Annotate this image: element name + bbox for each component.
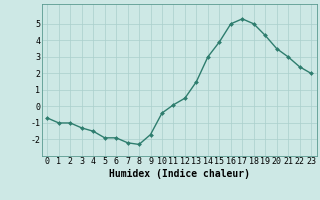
X-axis label: Humidex (Indice chaleur): Humidex (Indice chaleur) [109, 169, 250, 179]
